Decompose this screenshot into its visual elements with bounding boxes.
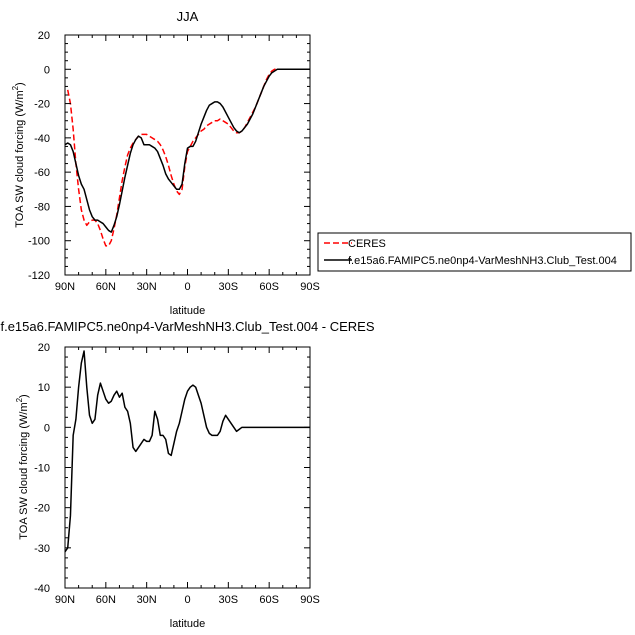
top-y-tick-label-4: -60 xyxy=(34,167,50,179)
bottom-y-tick-label-2: 0 xyxy=(44,422,50,434)
bottom-y-tick-label-6: -40 xyxy=(34,583,50,595)
legend: CERES f.e15a6.FAMIPC5.ne0np4-VarMeshNH3.… xyxy=(317,232,632,272)
bottom-y-axis-label-main: TOA SW cloud forcing (W/m xyxy=(18,402,30,539)
top-y-axis-label: TOA SW cloud forcing (W/m2) xyxy=(11,82,26,227)
bottom-x-axis-label: latitude xyxy=(170,618,205,630)
top-plot-area: 90N 60N 30N 0 30S 60S 90S 20 0 -20 -40 -60 -80 -100 -1… xyxy=(28,30,320,293)
bottom-series-line-0 xyxy=(64,350,310,553)
bottom-plot-frame xyxy=(64,346,311,589)
top-plot-frame xyxy=(64,34,311,276)
top-x-tick-label-5: 60S xyxy=(259,281,279,293)
bottom-plot-area: 90N 60N 30N 0 30S 60S 90S 20 10 0 -10 -20 -30 -40 xyxy=(34,342,320,606)
top-panel: JJA 90N 60N 30N 0 30S 60S 90S 20 0 -20 -40 -60 -80 -1… xyxy=(11,9,320,317)
top-x-tick-label-6: 90S xyxy=(300,281,320,293)
bottom-x-tick-label-0: 90N xyxy=(55,594,75,606)
top-y-tick-label-2: -20 xyxy=(34,99,50,111)
top-series-line-1 xyxy=(64,68,310,233)
bottom-y-axis-label: TOA SW cloud forcing (W/m2) xyxy=(15,394,30,539)
legend-label-model: f.e15a6.FAMIPC5.ne0np4-VarMeshNH3.Club_T… xyxy=(348,255,617,267)
top-x-tick-label-0: 90N xyxy=(55,281,75,293)
top-x-tick-label-4: 30S xyxy=(219,281,239,293)
bottom-panel-title: f.e15a6.FAMIPC5.ne0np4-VarMeshNH3.Club_T… xyxy=(0,319,374,334)
bottom-panel: f.e15a6.FAMIPC5.ne0np4-VarMeshNH3.Club_T… xyxy=(0,319,374,630)
bottom-y-axis-label-sup: 2 xyxy=(15,397,24,402)
top-y-tick-label-1: 0 xyxy=(44,64,50,76)
bottom-x-tick-label-6: 90S xyxy=(300,594,320,606)
bottom-y-tick-label-1: 10 xyxy=(38,382,50,394)
bottom-x-tick-label-4: 30S xyxy=(219,594,239,606)
top-y-axis-label-close: ) xyxy=(14,82,26,86)
top-y-axis-label-sup: 2 xyxy=(11,85,20,90)
top-y-tick-label-7: -120 xyxy=(28,270,50,282)
bottom-x-tick-label-5: 60S xyxy=(259,594,279,606)
top-y-tick-label-6: -100 xyxy=(28,236,50,248)
top-y-tick-label-3: -40 xyxy=(34,133,50,145)
bottom-x-tick-label-2: 30N xyxy=(137,594,157,606)
bottom-y-axis-label-close: ) xyxy=(18,394,30,398)
top-x-tick-label-2: 30N xyxy=(137,281,157,293)
legend-box xyxy=(317,232,632,272)
top-y-axis-label-main: TOA SW cloud forcing (W/m xyxy=(14,90,26,227)
top-series-line-0 xyxy=(66,68,310,247)
bottom-x-tick-label-3: 0 xyxy=(184,594,190,606)
bottom-y-tick-label-3: -10 xyxy=(34,463,50,475)
top-x-tick-label-3: 0 xyxy=(184,281,190,293)
top-panel-title: JJA xyxy=(177,9,199,24)
top-y-tick-label-5: -80 xyxy=(34,201,50,213)
bottom-y-tick-label-0: 20 xyxy=(38,342,50,354)
top-x-tick-label-1: 60N xyxy=(96,281,116,293)
legend-label-ceres: CERES xyxy=(348,238,386,250)
top-x-axis-label: latitude xyxy=(170,305,205,317)
bottom-y-tick-label-4: -20 xyxy=(34,503,50,515)
bottom-y-tick-label-5: -30 xyxy=(34,543,50,555)
top-y-tick-label-0: 20 xyxy=(38,30,50,42)
bottom-x-tick-label-1: 60N xyxy=(96,594,116,606)
